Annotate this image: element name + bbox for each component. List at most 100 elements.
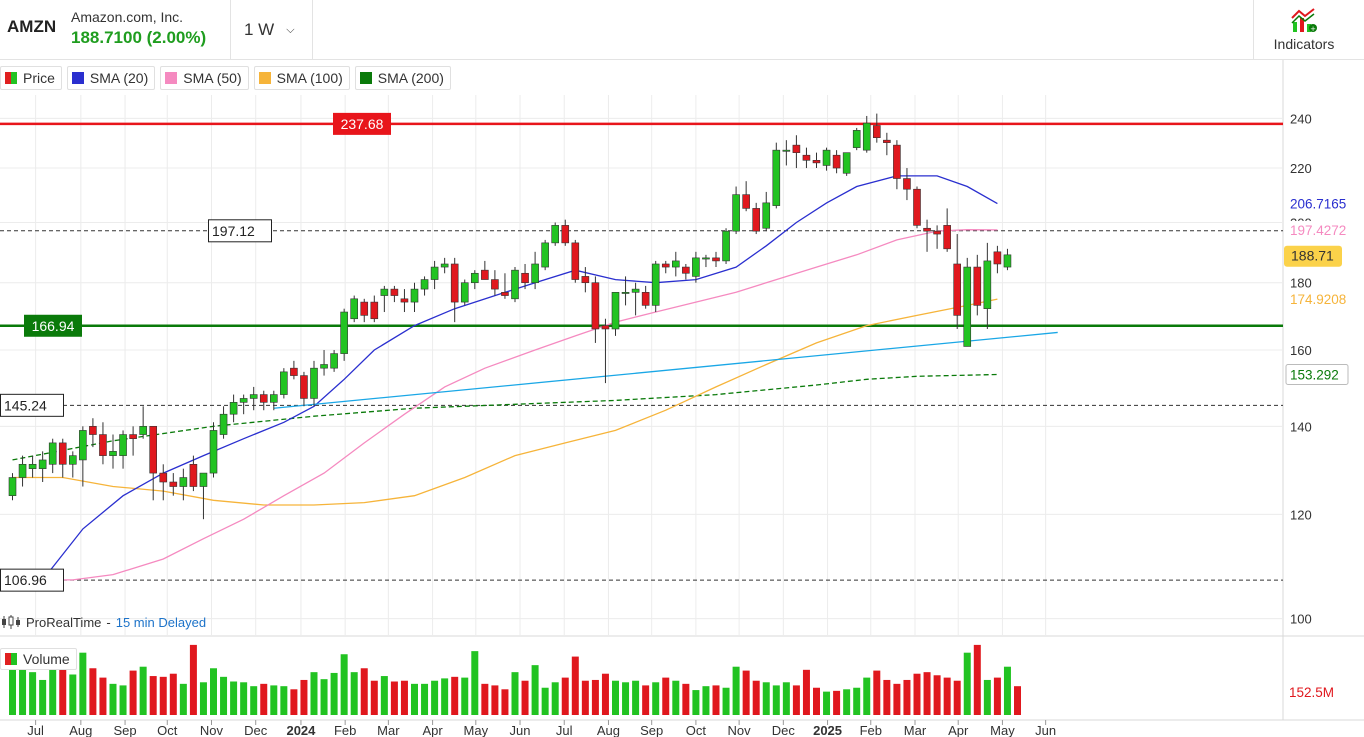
candle — [621, 276, 630, 306]
volume-bar — [983, 679, 991, 715]
candle — [410, 282, 419, 313]
volume-bar — [953, 680, 961, 715]
candle — [48, 438, 57, 474]
candle — [923, 219, 931, 252]
candle — [481, 260, 489, 280]
candle-body — [501, 292, 509, 296]
legend-item-price[interactable]: Price — [0, 66, 62, 90]
candle-body — [702, 257, 710, 260]
volume-bar — [260, 683, 268, 715]
sma-value-label: 197.4272 — [1290, 223, 1346, 238]
candle-body — [661, 263, 670, 268]
candle-body — [852, 130, 861, 148]
candle — [973, 254, 982, 316]
legend-item-sma50[interactable]: SMA (50) — [160, 66, 249, 90]
candle-body — [310, 367, 318, 399]
sma-value-backdrop — [1285, 194, 1363, 213]
volume-bar — [360, 668, 368, 715]
candle-body — [440, 263, 449, 268]
candle — [852, 127, 861, 151]
candle — [702, 254, 710, 268]
volume-bar — [531, 665, 539, 715]
candle-body — [641, 292, 650, 306]
volume-bar — [511, 672, 519, 715]
candle — [531, 251, 539, 290]
candle — [601, 318, 610, 384]
sma-value-label: 153.292 — [1290, 367, 1339, 382]
candle-body — [380, 288, 389, 296]
candle — [280, 368, 288, 399]
indicators-button[interactable]: + Indicators — [1254, 0, 1364, 60]
candle — [18, 455, 27, 487]
candle — [611, 292, 620, 336]
candle-body — [963, 266, 972, 347]
candle — [370, 295, 379, 323]
source-provider: ProRealTime — [26, 614, 102, 630]
legend-item-sma100[interactable]: SMA (100) — [253, 66, 350, 90]
candle-body — [370, 301, 379, 320]
candle-body — [893, 144, 901, 179]
volume-bar — [943, 677, 951, 715]
price-tick-label: 120 — [1290, 507, 1312, 522]
candle-body — [913, 188, 921, 226]
volume-bar — [9, 666, 16, 715]
candle — [239, 394, 248, 415]
candle — [933, 225, 941, 249]
volume-bar — [601, 673, 609, 715]
volume-swatch — [5, 653, 17, 665]
candle-body — [1003, 254, 1012, 268]
volume-bar — [340, 654, 348, 715]
legend-label: Price — [23, 70, 55, 86]
volume-bar — [883, 679, 891, 715]
candle — [470, 270, 479, 290]
time-tick-label: Dec — [244, 723, 268, 737]
current-price-badge — [1284, 245, 1342, 267]
candle-body — [290, 367, 298, 376]
level-label: 237.68 — [341, 116, 384, 132]
price-swatch — [5, 72, 17, 84]
volume-bar — [290, 689, 298, 715]
candle — [99, 422, 107, 465]
candle-body — [229, 402, 238, 415]
time-tick-label: Jul — [556, 723, 573, 737]
candle — [269, 390, 278, 411]
candle-body — [682, 266, 690, 274]
legend-item-sma20[interactable]: SMA (20) — [66, 66, 156, 90]
symbol-label[interactable]: AMZN — [7, 17, 57, 36]
volume-bar — [451, 676, 459, 715]
legend-item-sma200[interactable]: SMA (200) — [354, 66, 451, 90]
candle-body — [571, 242, 580, 280]
price-tick-label: 240 — [1290, 111, 1312, 126]
volume-bar — [79, 652, 87, 715]
candle — [571, 239, 580, 283]
sma50-swatch — [165, 72, 178, 84]
time-tick-label: Feb — [860, 723, 882, 737]
candle — [732, 186, 740, 235]
candle-body — [782, 149, 791, 152]
candle-body — [581, 276, 590, 284]
candle-body — [149, 426, 157, 474]
volume-bar — [320, 679, 328, 715]
volume-bar — [802, 669, 810, 715]
source-delay[interactable]: 15 min Delayed — [115, 614, 207, 630]
candle — [89, 418, 97, 448]
time-tick-label: May — [464, 723, 489, 737]
volume-legend[interactable]: Volume — [0, 648, 77, 670]
interval-dropdown[interactable]: 1 W ⌵ — [232, 0, 312, 60]
svg-text:+: + — [1310, 25, 1316, 33]
indicators-label: Indicators — [1273, 36, 1335, 52]
candle-body — [280, 371, 288, 395]
candle — [872, 113, 881, 143]
volume-bar — [933, 675, 941, 715]
candle-body — [772, 149, 781, 206]
volume-bar — [29, 672, 37, 715]
candle — [139, 406, 147, 439]
candle — [219, 406, 228, 439]
candles-icon — [2, 615, 20, 629]
candle — [832, 150, 841, 174]
candle — [903, 168, 911, 201]
candle — [189, 455, 198, 492]
candle-body — [330, 353, 338, 369]
candle — [169, 473, 178, 496]
